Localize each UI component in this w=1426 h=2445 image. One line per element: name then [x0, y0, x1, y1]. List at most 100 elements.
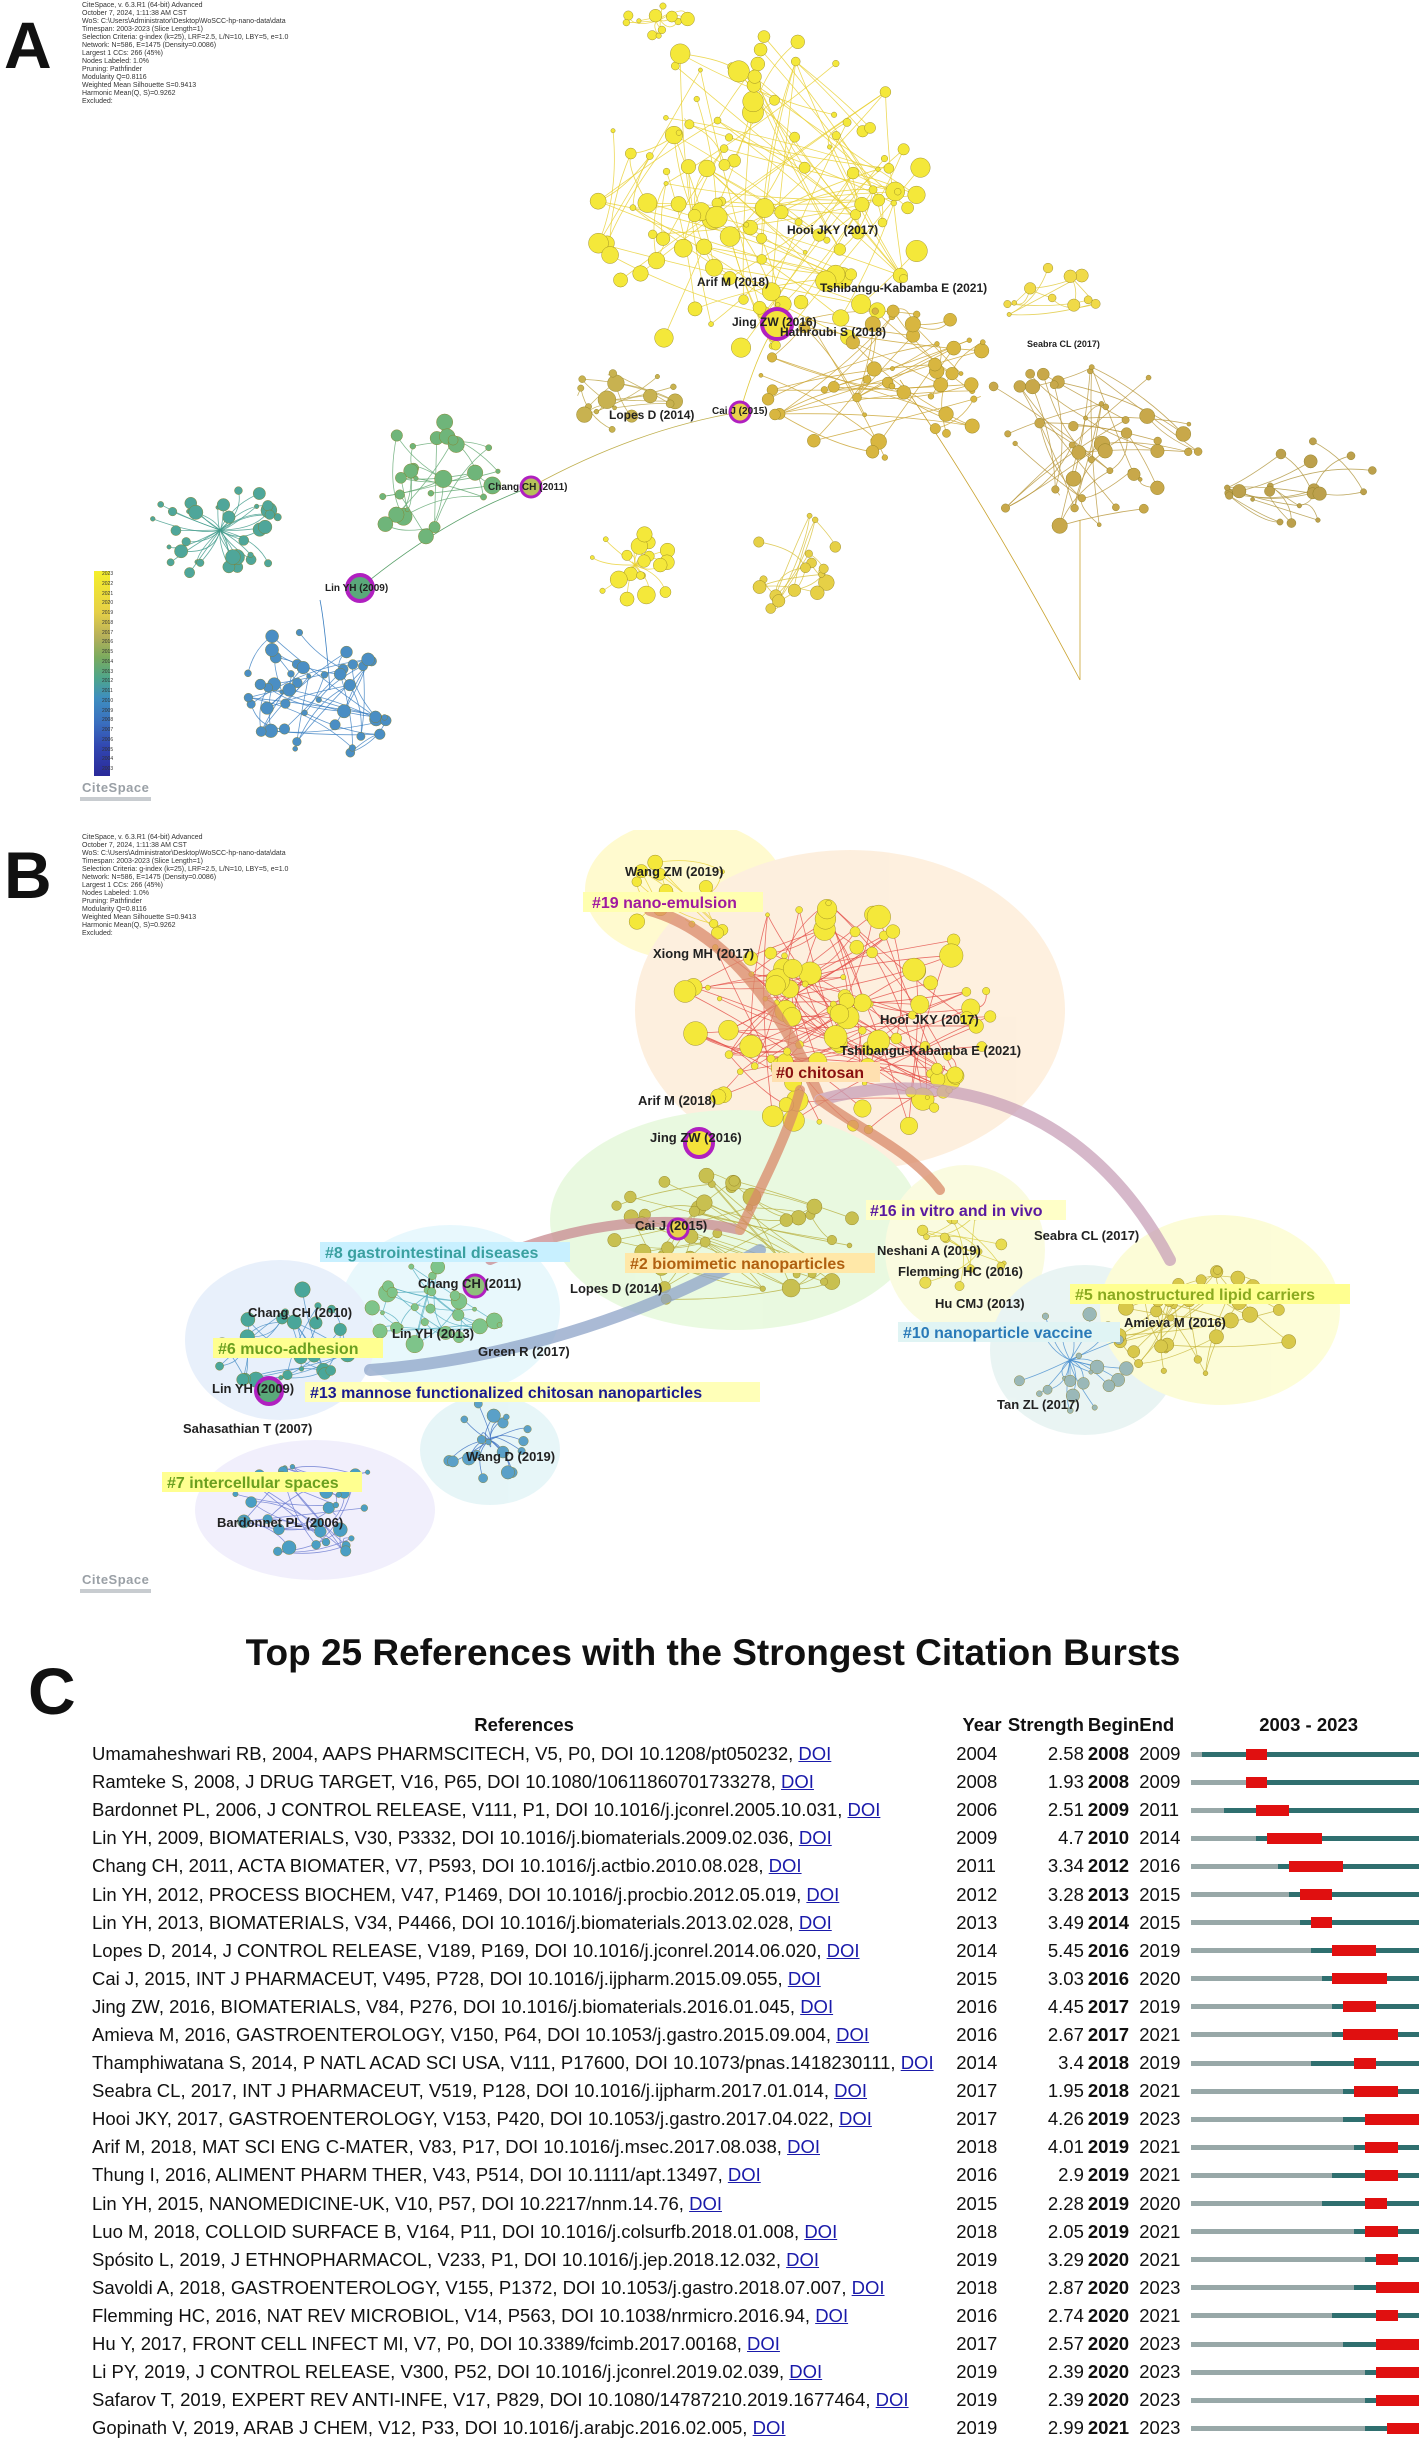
hull-cluster-7 [195, 1440, 435, 1580]
arrow-0-to-2 [735, 1085, 805, 1235]
network-node [820, 386, 828, 394]
network-edge [910, 970, 919, 1093]
strength-cell: 2.9 [1058, 2164, 1084, 2186]
doi-link[interactable]: DOI [787, 1967, 821, 1989]
table-row: Li PY, 2019, J CONTROL RELEASE, V300, P5… [92, 2358, 1426, 2386]
network-node [1230, 1270, 1246, 1286]
reference-text: Hu Y, 2017, FRONT CELL INFECT MI, V7, P0… [92, 2333, 742, 2355]
network-edge [248, 697, 353, 749]
doi-link[interactable]: DOI [834, 2080, 868, 2102]
network-node [675, 129, 682, 136]
doi-link[interactable]: DOI [815, 2304, 849, 2326]
network-node [306, 673, 312, 679]
network-node [657, 25, 666, 34]
network-node [964, 377, 979, 392]
network-node [340, 645, 353, 659]
network-node [1042, 1384, 1053, 1395]
network-node [377, 516, 394, 532]
cluster-label-2: #2 biomimetic nanoparticles [630, 1256, 845, 1273]
network-node [798, 161, 811, 174]
burst-segment [1310, 1917, 1333, 1929]
begin-cell: 2020 [1087, 2333, 1130, 2355]
reference-cell: Luo M, 2018, COLLOID SURFACE B, V164, P1… [92, 2218, 956, 2246]
doi-link[interactable]: DOI [787, 2136, 820, 2158]
network-node [1175, 426, 1192, 442]
network-edge [434, 438, 438, 528]
doi-link[interactable]: DOI [826, 1939, 860, 1961]
network-node [754, 198, 775, 218]
network-edge [1043, 373, 1126, 421]
timeline-cell [1181, 1740, 1426, 1768]
doi-link[interactable]: DOI [804, 2220, 838, 2242]
network-node [613, 272, 628, 288]
network-node [829, 541, 841, 553]
network-node [301, 709, 308, 717]
doi-link[interactable]: DOI [727, 2164, 761, 2186]
doi-link[interactable]: DOI [851, 2276, 885, 2298]
timeline-cell [1181, 2021, 1426, 2049]
network-node [628, 913, 645, 930]
doi-link[interactable]: DOI [798, 1911, 832, 1933]
network-node [1232, 484, 1247, 499]
network-edge [382, 478, 444, 497]
network-node [790, 1210, 807, 1226]
network-edge [641, 1223, 792, 1289]
doi-link[interactable]: DOI [900, 2052, 934, 2074]
doi-link[interactable]: DOI [786, 2248, 820, 2270]
doi-link[interactable]: DOI [789, 2361, 823, 2383]
doi-link[interactable]: DOI [838, 2108, 872, 2130]
network-edge [892, 931, 903, 1039]
network-edge [673, 134, 828, 241]
network-node [503, 1413, 510, 1421]
network-node [247, 551, 254, 558]
doi-link[interactable]: DOI [752, 2417, 786, 2439]
network-node [279, 723, 290, 735]
network-node [240, 1312, 256, 1327]
doi-link[interactable]: DOI [781, 1771, 814, 1793]
network-node [497, 1417, 509, 1429]
network-node [1127, 467, 1141, 481]
timeline-bar [1191, 2254, 1420, 2266]
network-node [698, 880, 713, 895]
doi-link[interactable]: DOI [875, 2389, 909, 2411]
timeline-cell [1181, 2302, 1426, 2330]
doi-link[interactable]: DOI [798, 1827, 832, 1849]
doi-link[interactable]: DOI [689, 2192, 722, 2214]
network-edge [359, 486, 532, 589]
network-node [865, 445, 880, 459]
network-node [890, 366, 895, 371]
strength-cell: 2.05 [1047, 2220, 1084, 2242]
timeline-pre-publication [1191, 2229, 1355, 2235]
network-node [348, 1535, 355, 1542]
metadata-line: Timespan: 2003-2023 (Slice Length=1) [82, 858, 203, 865]
doi-link[interactable]: DOI [798, 1743, 832, 1765]
network-node [750, 1062, 759, 1070]
label-b-amieva: Amieva M (2016) [1124, 1315, 1226, 1330]
doi-link[interactable]: DOI [768, 1855, 802, 1877]
end-cell: 2023 [1139, 2333, 1181, 2355]
network-node [896, 385, 911, 400]
network-node [1025, 379, 1041, 395]
network-node [982, 987, 991, 995]
network-edge [700, 69, 760, 308]
doi-link[interactable]: DOI [836, 2023, 870, 2045]
network-edge [742, 101, 754, 300]
network-node [333, 667, 347, 681]
network-node [988, 381, 999, 392]
network-node [800, 562, 811, 573]
metadata-line: Largest 1 CCs: 266 (45%) [82, 882, 163, 889]
label-lopes: Lopes D (2014) [609, 408, 694, 422]
network-node [1309, 437, 1317, 446]
network-node [820, 1277, 828, 1286]
doi-link[interactable]: DOI [847, 1799, 881, 1821]
doi-link[interactable]: DOI [747, 2333, 780, 2355]
label-b-sahasathian: Sahasathian T (2007) [183, 1421, 312, 1436]
network-edge [775, 955, 952, 986]
network-node [1083, 295, 1093, 305]
network-node [166, 558, 175, 567]
network-node [645, 152, 654, 160]
network-edge [731, 1186, 815, 1207]
doi-link[interactable]: DOI [806, 1883, 840, 1905]
doi-link[interactable]: DOI [800, 1995, 834, 2017]
timeline-pre-publication [1191, 1920, 1300, 1926]
